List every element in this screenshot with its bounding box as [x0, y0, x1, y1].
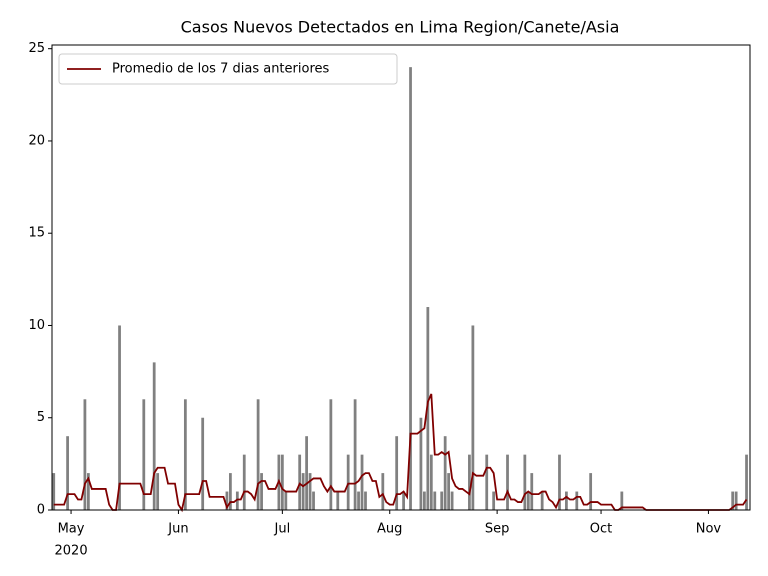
bar [468, 454, 471, 510]
bar [419, 417, 423, 510]
bar [260, 473, 263, 510]
x-tick-label: Jul [274, 522, 291, 537]
bar [429, 454, 433, 510]
y-tick-label: 5 [37, 410, 45, 425]
bar [284, 491, 288, 510]
bar [526, 491, 530, 510]
bar [336, 491, 340, 510]
bar [357, 491, 360, 510]
bar [523, 454, 527, 510]
bar [558, 454, 561, 510]
y-tick-label: 0 [37, 503, 45, 518]
legend-label: Promedio de los 7 dias anteriores [112, 62, 329, 77]
bar [364, 491, 367, 510]
legend-box [58, 53, 398, 85]
x-tick-label: Aug [377, 522, 402, 537]
bar [402, 491, 405, 510]
bar [440, 491, 444, 510]
bar [256, 399, 260, 510]
bar [152, 362, 156, 510]
bar [395, 436, 399, 510]
bar [86, 473, 90, 510]
plot-frame [51, 44, 751, 511]
bar [280, 454, 284, 510]
bar [422, 491, 426, 510]
y-tick-label: 10 [28, 318, 45, 333]
bar [492, 491, 496, 510]
bar [731, 491, 735, 510]
line-series [53, 393, 748, 513]
bar [242, 454, 246, 510]
bar [450, 491, 454, 510]
x-tick-label: Jun [167, 522, 188, 537]
bar [353, 399, 357, 510]
bar [312, 491, 315, 510]
bar [589, 473, 593, 510]
bar [540, 491, 544, 510]
x-tick-label: Oct [590, 522, 612, 537]
bar [506, 454, 509, 510]
bar [301, 473, 305, 510]
bar [575, 491, 579, 510]
x-sublabel: 2020 [55, 544, 88, 559]
bar [447, 473, 451, 510]
chart-title: Casos Nuevos Detectados en Lima Region/C… [181, 18, 620, 37]
x-tick-label: May [58, 522, 85, 537]
bar [225, 491, 229, 510]
bar [308, 473, 312, 510]
bar [83, 399, 87, 510]
bar [530, 473, 534, 510]
bar [183, 399, 187, 510]
x-tick-label: Sep [485, 522, 510, 537]
legend: Promedio de los 7 dias anteriores [58, 53, 398, 85]
bar [156, 473, 160, 510]
bar [381, 473, 385, 510]
bar [620, 491, 624, 510]
bar [52, 473, 56, 510]
bar [409, 67, 412, 511]
bar [745, 454, 748, 510]
bar [360, 454, 364, 510]
bar [305, 436, 308, 510]
bar [142, 399, 146, 510]
bar [565, 491, 568, 510]
bar [471, 325, 475, 510]
bar [298, 454, 302, 510]
bar [433, 491, 437, 510]
y-tick-label: 20 [28, 133, 45, 148]
y-tick-label: 15 [28, 226, 45, 241]
y-tick-label: 25 [28, 41, 45, 56]
bar [485, 454, 489, 510]
x-tick-label: Nov [696, 522, 722, 537]
bar [66, 436, 69, 510]
bar [443, 436, 447, 510]
bar [329, 399, 333, 510]
bar [235, 491, 239, 510]
bar [201, 417, 205, 510]
bar [118, 325, 121, 510]
bar [229, 473, 232, 510]
bar [346, 454, 350, 510]
bar [734, 491, 738, 510]
